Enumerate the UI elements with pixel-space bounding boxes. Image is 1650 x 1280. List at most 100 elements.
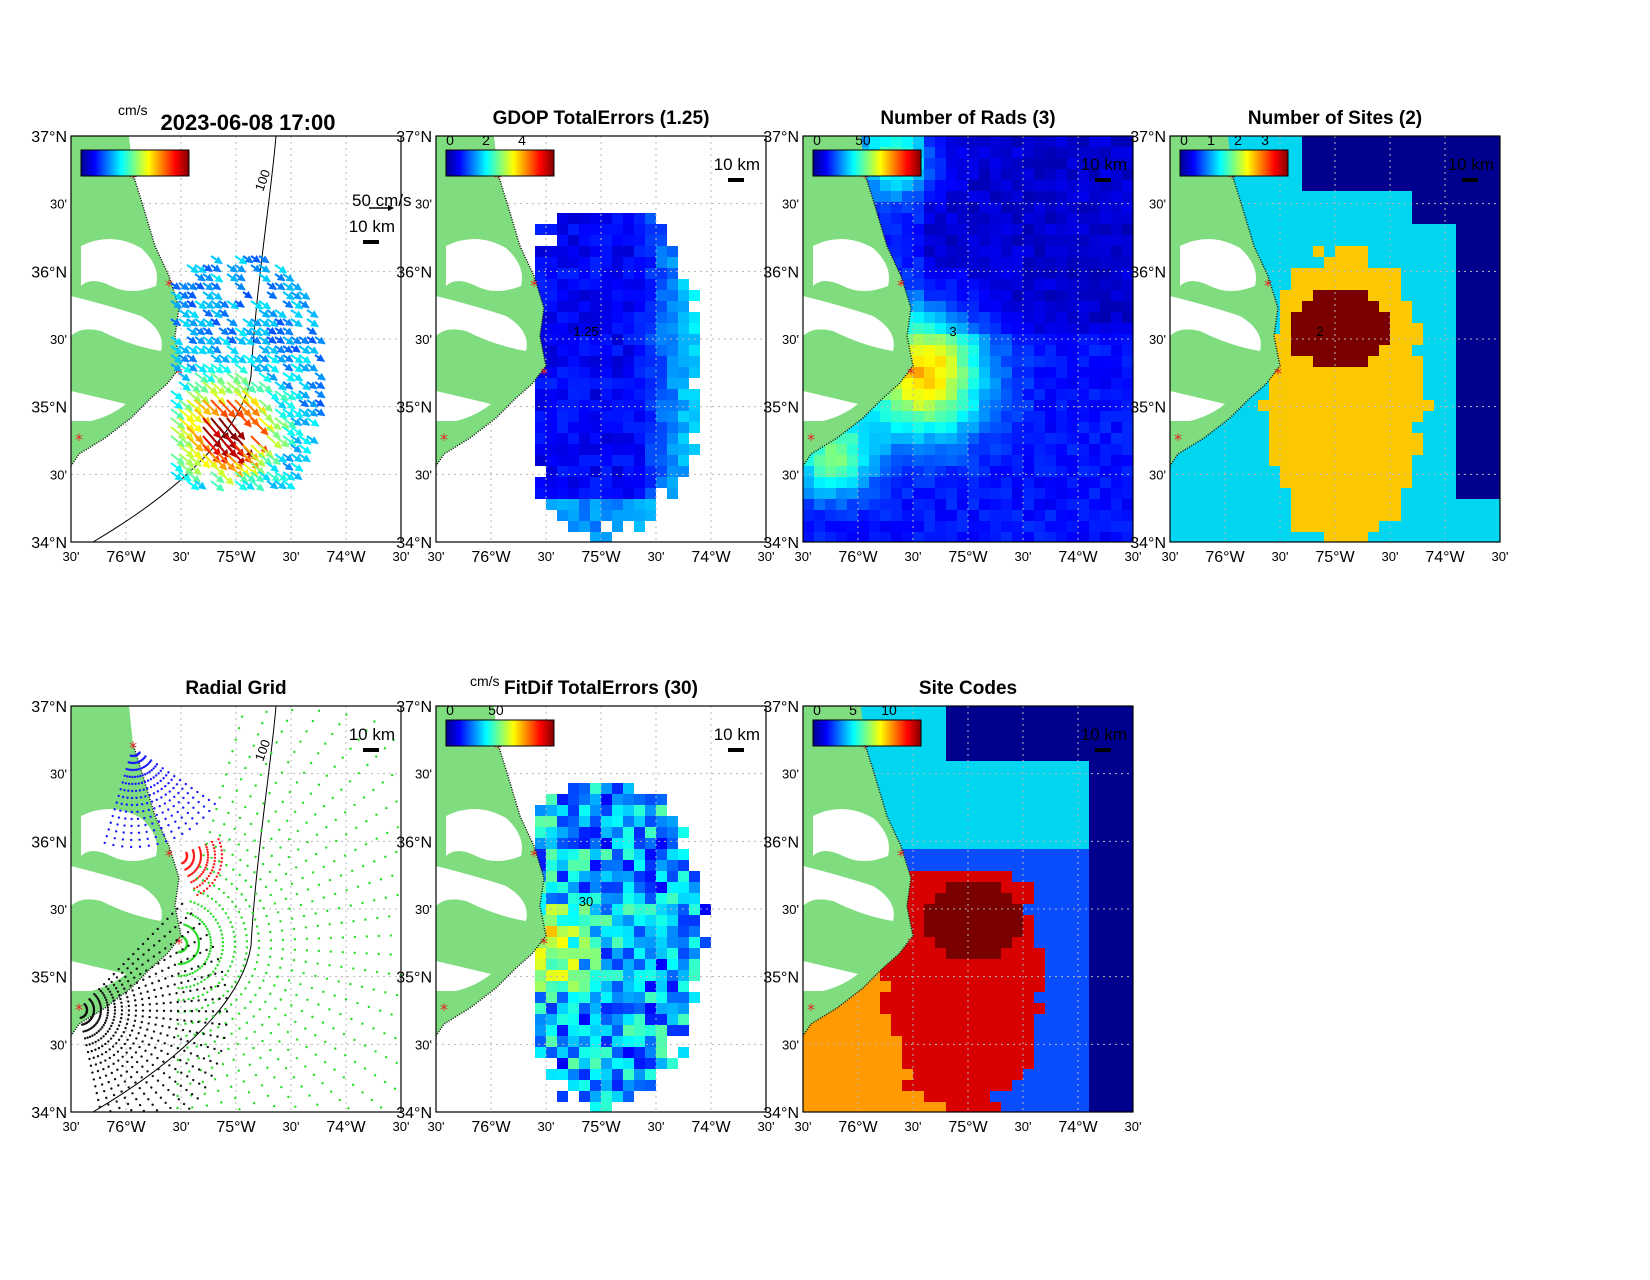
data-cell (836, 510, 847, 521)
radial-grid-point (180, 982, 182, 984)
data-cell (1247, 422, 1258, 433)
data-cell (623, 1036, 634, 1047)
data-cell (1280, 499, 1291, 510)
data-cell (924, 191, 935, 202)
radial-grid-point (156, 1003, 158, 1005)
distance-scale-label: 10 km (349, 725, 395, 744)
radial-grid-point (121, 1005, 123, 1007)
radial-grid-point (244, 928, 246, 930)
data-cell (1214, 499, 1225, 510)
data-cell (1412, 235, 1423, 246)
radial-grid-point (373, 988, 375, 990)
radial-grid-point (138, 987, 140, 989)
radial-grid-point (217, 1090, 219, 1092)
data-cell (968, 235, 979, 246)
data-cell (1023, 345, 1034, 356)
radial-grid-point (186, 1075, 188, 1077)
data-cell (1401, 235, 1412, 246)
radial-grid-point (182, 1029, 184, 1031)
data-cell (935, 499, 946, 510)
radial-grid-point (249, 1001, 251, 1003)
radial-grid-point (302, 802, 304, 804)
data-cell (880, 477, 891, 488)
data-cell (667, 860, 678, 871)
data-cell (1302, 433, 1313, 444)
radial-grid-point (203, 869, 205, 871)
data-cell (568, 488, 579, 499)
data-cell (924, 180, 935, 191)
data-cell (1434, 235, 1445, 246)
data-cell (612, 1058, 623, 1069)
radial-grid-point (305, 860, 307, 862)
radial-grid-point (225, 878, 227, 880)
radial-grid-point (264, 1001, 266, 1003)
data-cell (1023, 169, 1034, 180)
data-cell (656, 323, 667, 334)
radial-grid-point (225, 997, 227, 999)
data-cell (1401, 279, 1412, 290)
radial-grid-point (201, 921, 203, 923)
radial-grid-point (173, 1056, 175, 1058)
data-cell (579, 882, 590, 893)
data-cell (667, 312, 678, 323)
lon-tick-label: 76°W (471, 549, 511, 566)
radial-grid-point (213, 1048, 215, 1050)
data-cell (902, 510, 913, 521)
data-cell (1302, 532, 1313, 542)
data-cell (1401, 466, 1412, 477)
data-cell (1335, 400, 1346, 411)
data-cell (667, 1003, 678, 1014)
data-cell (1034, 488, 1045, 499)
data-cell (1023, 147, 1034, 158)
data-cell (1034, 532, 1045, 542)
data-cell (1379, 268, 1390, 279)
data-cell (568, 268, 579, 279)
data-cell (1100, 499, 1111, 510)
data-cell (568, 959, 579, 970)
data-cell (1302, 444, 1313, 455)
data-cell (1012, 532, 1023, 542)
data-cell (1478, 312, 1489, 323)
radial-grid-point (131, 797, 133, 799)
data-cell (1280, 246, 1291, 257)
radial-grid-point (324, 1041, 326, 1043)
data-cell (924, 136, 935, 147)
data-cell (1390, 488, 1401, 499)
data-cell (667, 871, 678, 882)
data-cell (946, 389, 957, 400)
radial-grid-point (315, 853, 317, 855)
data-cell (1313, 279, 1324, 290)
data-cell (1401, 191, 1412, 202)
data-cell (590, 411, 601, 422)
radial-grid-point (112, 996, 114, 998)
data-cell (634, 959, 645, 970)
data-cell (645, 345, 656, 356)
data-cell (557, 279, 568, 290)
radial-grid-point (207, 974, 209, 976)
radial-grid-point (358, 772, 360, 774)
data-cell (1269, 411, 1280, 422)
data-cell (1467, 521, 1478, 532)
data-cell (1434, 180, 1445, 191)
current-vector (275, 319, 284, 325)
data-cell (1434, 191, 1445, 202)
data-cell (1324, 356, 1335, 367)
data-cell (913, 455, 924, 466)
data-cell (1379, 411, 1390, 422)
data-cell (1302, 455, 1313, 466)
data-cell (1111, 356, 1122, 367)
data-cell (1302, 246, 1313, 257)
data-cell (924, 477, 935, 488)
data-cell (1067, 378, 1078, 389)
data-cell (979, 378, 990, 389)
data-cell (689, 323, 700, 334)
radial-grid-point (149, 1010, 151, 1012)
data-cell (1445, 191, 1456, 202)
radial-grid-point (135, 1014, 137, 1016)
data-cell (579, 477, 590, 488)
radial-grid-point (280, 998, 282, 1000)
radial-grid-point (177, 1083, 179, 1085)
colorbar-tick-label: 0 (1180, 132, 1188, 148)
lat-tick-label: 37°N (31, 699, 67, 716)
data-cell (957, 290, 968, 301)
